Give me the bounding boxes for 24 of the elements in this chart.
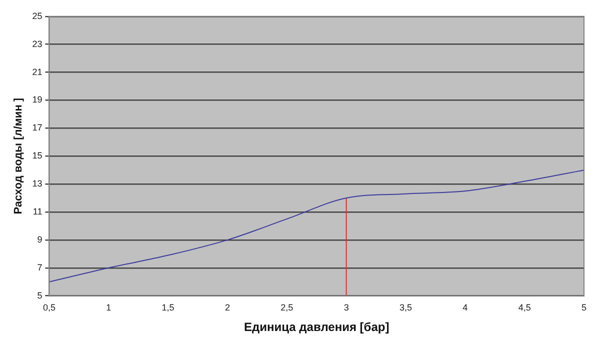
x-tick-label: 4 <box>462 302 468 313</box>
x-axis-title: Единица давления [бар] <box>244 320 390 334</box>
y-tick-label: 9 <box>37 234 42 244</box>
line-series <box>49 170 584 282</box>
y-tick-label: 21 <box>32 66 42 77</box>
x-tick-label: 1 <box>106 302 112 313</box>
y-tick-label: 11 <box>32 206 42 216</box>
y-axis-title: Расход воды [л/мин ] <box>12 98 25 214</box>
x-tick-label: 5 <box>581 302 587 313</box>
y-tick-label: 15 <box>32 150 42 161</box>
y-tick-label: 23 <box>32 38 42 49</box>
y-tick-label: 5 <box>37 290 42 300</box>
x-tick-label: 2 <box>224 302 230 313</box>
x-tick-label: 4,5 <box>518 302 531 313</box>
y-tick-label: 7 <box>37 262 42 272</box>
y-tick-label: 19 <box>32 94 42 105</box>
x-tick-label: 2,5 <box>280 302 294 313</box>
x-tick-label: 3 <box>344 302 349 313</box>
x-tick-label: 3,5 <box>399 302 412 313</box>
y-tick-label: 13 <box>32 178 42 189</box>
x-tick-label: 1,5 <box>162 302 174 313</box>
y-tick-label: 25 <box>32 10 42 21</box>
x-tick-label: 0,5 <box>42 302 56 313</box>
y-tick-label: 17 <box>32 122 42 133</box>
